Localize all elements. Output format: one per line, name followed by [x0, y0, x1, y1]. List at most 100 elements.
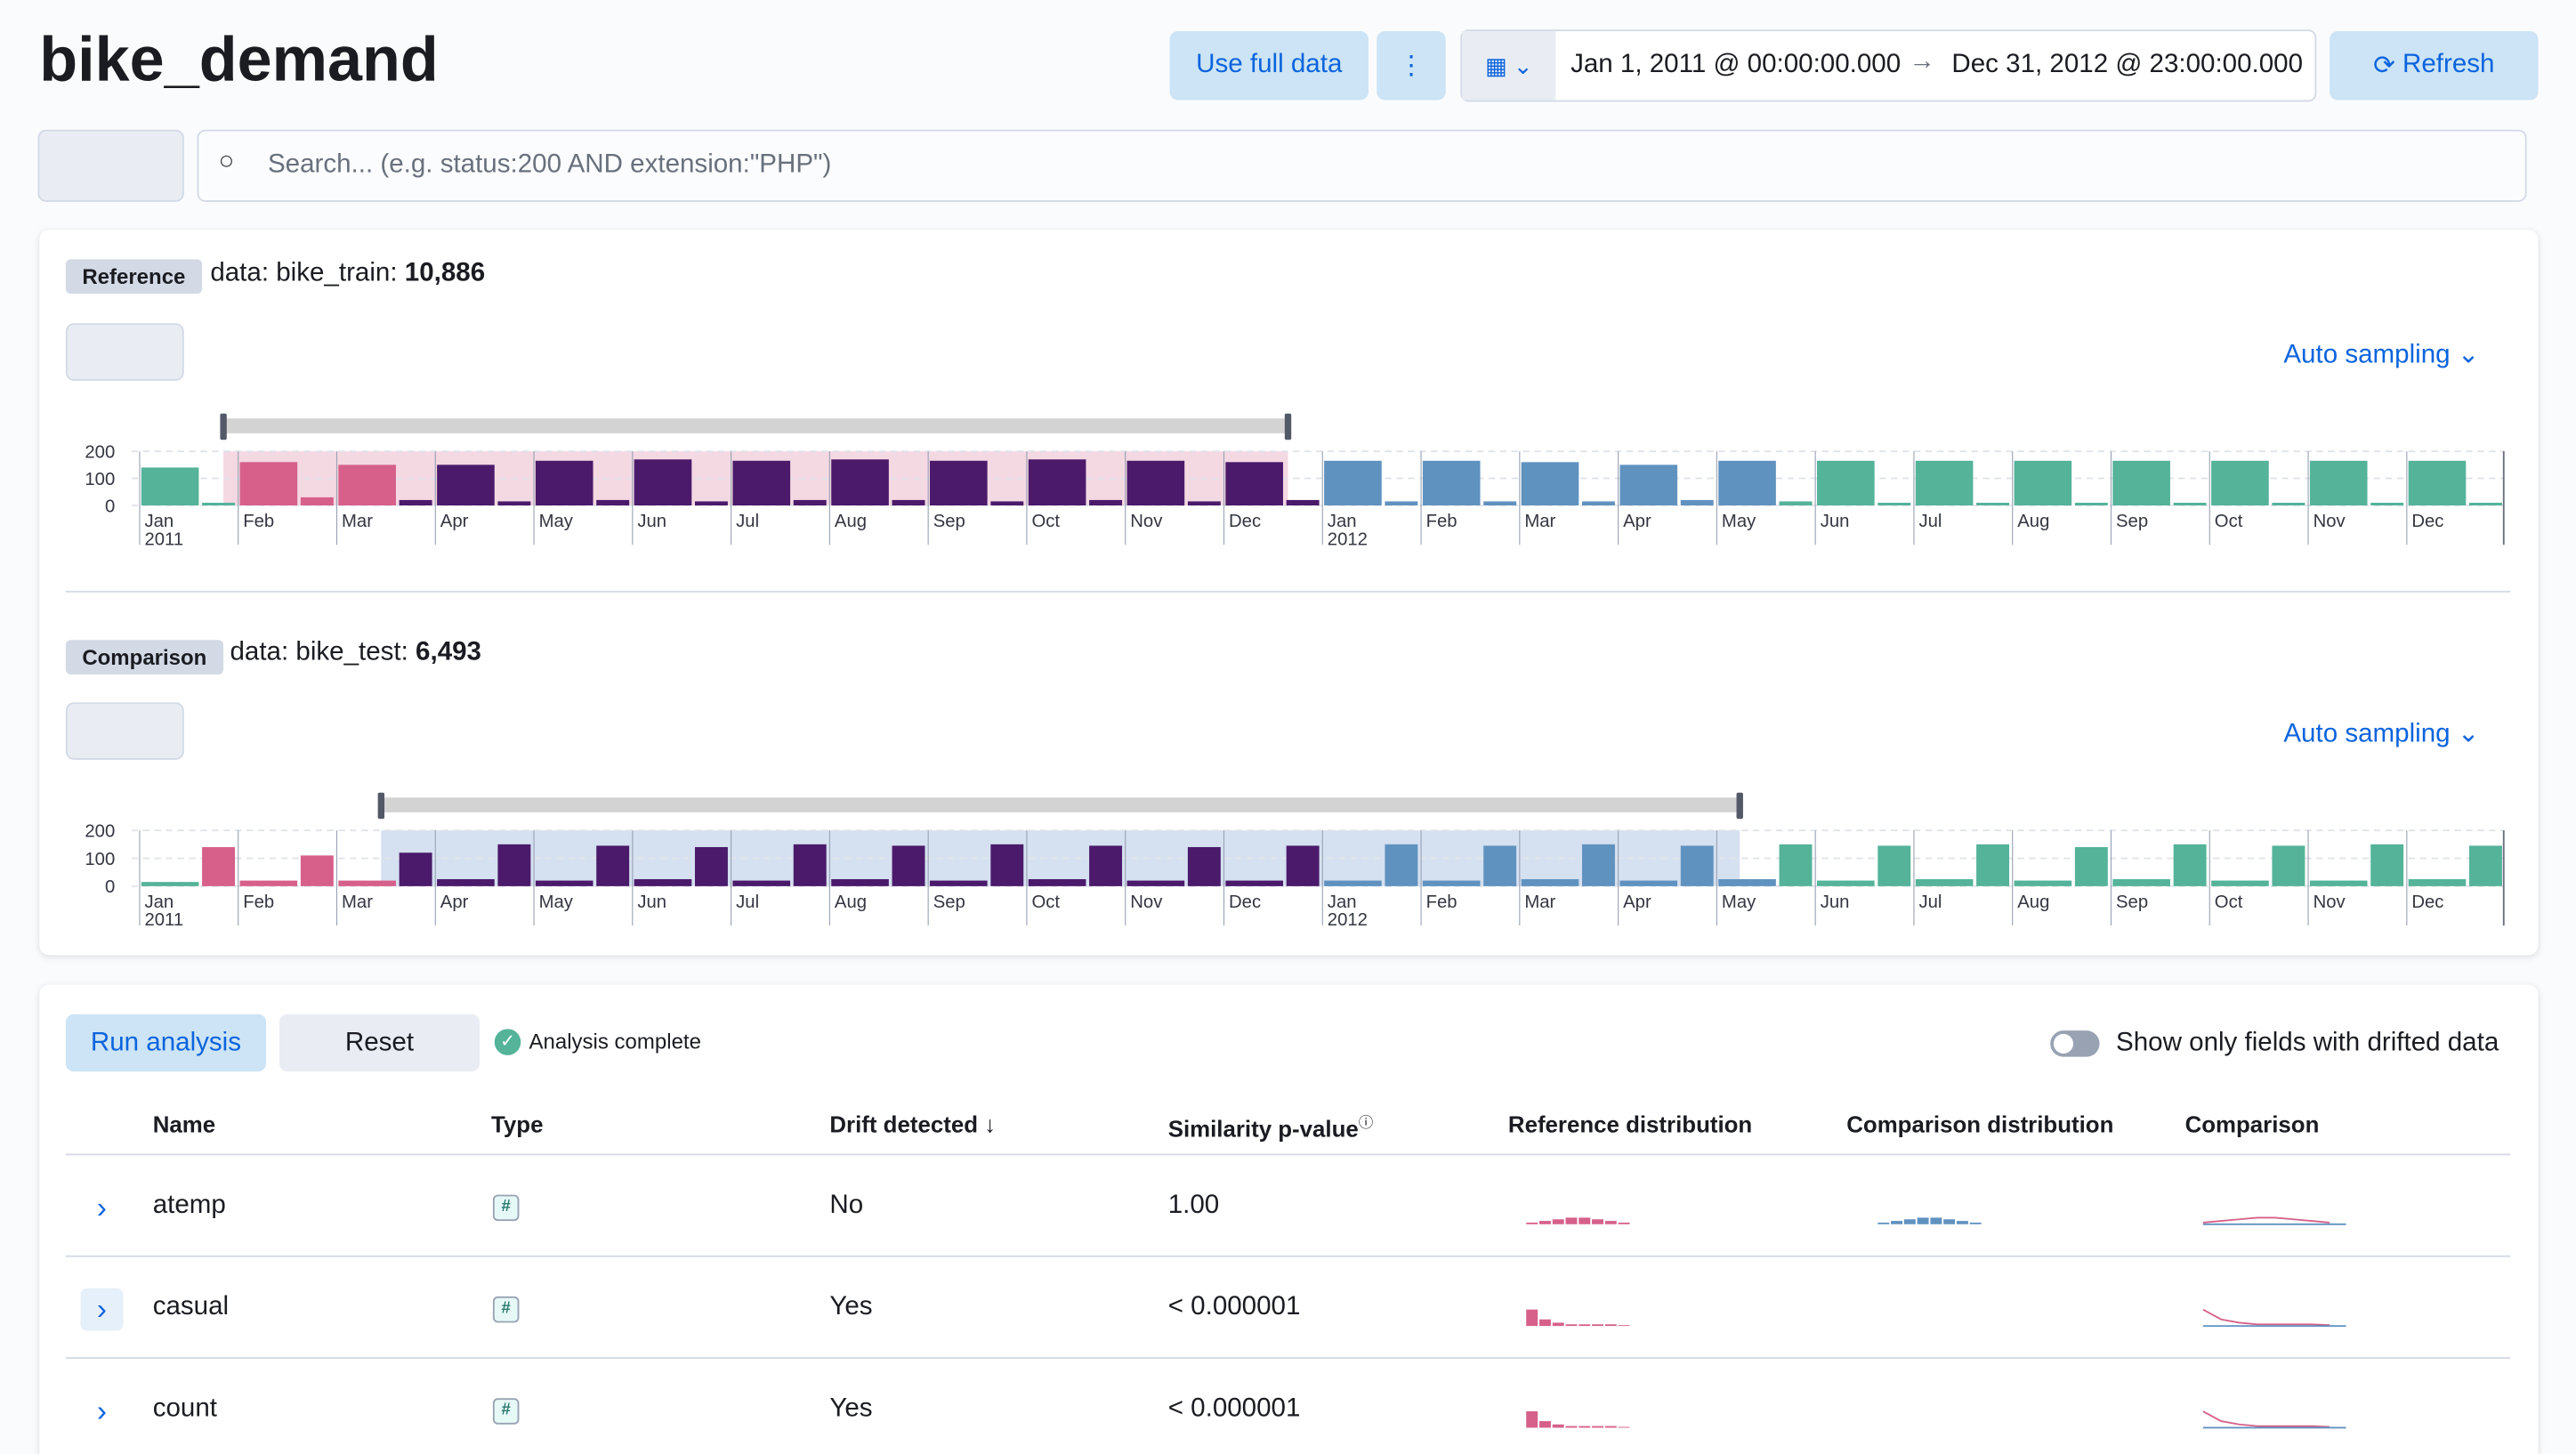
spark-bar [1592, 1426, 1603, 1428]
drift-toggle[interactable] [2050, 1030, 2100, 1057]
column-header[interactable]: Name [152, 1111, 216, 1138]
bar [732, 880, 791, 886]
bar [437, 464, 495, 506]
reset-button[interactable]: Reset [279, 1014, 480, 1072]
expand-button[interactable]: › [96, 1191, 108, 1224]
spark-bar [1592, 1324, 1603, 1327]
bar [1385, 844, 1418, 886]
bar [1779, 501, 1813, 506]
bar [1877, 845, 1911, 886]
bar [596, 845, 630, 886]
brush-handle[interactable] [1284, 413, 1292, 440]
search-bar[interactable]: ○ Search... (e.g. status:200 AND extensi… [197, 129, 2527, 202]
comparison-data: data: bike_test: [230, 638, 408, 666]
bar [634, 879, 692, 886]
date-picker: ▦ ⌄ Jan 1, 2011 @ 00:00:00.000 → Dec 31,… [1460, 29, 2317, 102]
bar [2112, 879, 2170, 886]
brush-handle[interactable] [220, 413, 227, 440]
run-analysis-button[interactable]: Run analysis [65, 1014, 267, 1072]
spark-bar [1917, 1217, 1929, 1224]
bar [1028, 459, 1086, 506]
reference-sampling[interactable]: Auto sampling ⌄ [2283, 341, 2480, 369]
date-start[interactable]: Jan 1, 2011 @ 00:00:00.000 [1571, 51, 1902, 79]
bar [1718, 879, 1776, 886]
comparison-badge: Comparison [65, 640, 223, 674]
bar [1915, 460, 1974, 506]
spark-bar [1552, 1424, 1564, 1428]
column-header[interactable]: Type [491, 1111, 544, 1138]
refresh-button[interactable]: ⟳ Refresh [2330, 31, 2539, 101]
spark-bar [1579, 1426, 1591, 1428]
column-header[interactable]: Drift detected ↓ [829, 1111, 997, 1138]
spark-bar [1877, 1222, 1890, 1224]
expand-button[interactable]: › [96, 1394, 108, 1428]
sampling-text: Auto sampling [2283, 341, 2451, 369]
bar [990, 501, 1024, 506]
y-tick-label: 200 [85, 822, 115, 842]
column-header[interactable]: Reference distribution [1507, 1111, 1753, 1138]
date-end[interactable]: Dec 31, 2012 @ 23:00:00.000 [1951, 51, 2304, 79]
spark-bar [1903, 1219, 1916, 1224]
comparison-count: 6,493 [416, 638, 481, 666]
bar [1187, 846, 1221, 886]
brush-handle[interactable] [377, 792, 385, 820]
x-tick-label: Jul [736, 893, 759, 912]
bar [2468, 502, 2502, 506]
sparklines [1526, 1410, 2346, 1429]
bar [1976, 844, 2010, 886]
bar [831, 459, 889, 506]
row-divider [65, 1153, 2511, 1156]
bar [202, 502, 236, 506]
x-tick-label: Oct [1031, 512, 1060, 531]
spark-bar [1604, 1221, 1617, 1224]
spark-bar [1618, 1426, 1630, 1428]
y-tick-label: 0 [105, 497, 115, 516]
bar [930, 880, 988, 886]
calendar-button[interactable]: ▦ ⌄ [1462, 31, 1556, 101]
bar [239, 462, 298, 506]
spark-bar [1565, 1426, 1578, 1428]
x-tick-label: Oct [2215, 512, 2243, 531]
bar [338, 464, 396, 506]
x-tick-label: Apr [1623, 512, 1651, 531]
y-tick-label: 100 [85, 470, 115, 489]
x-tick-label: Jun [637, 512, 666, 531]
x-tick-label: Apr [440, 512, 469, 531]
comparison-filter[interactable] [65, 702, 184, 760]
x-tick-label: Oct [2215, 893, 2243, 912]
row-divider [65, 1357, 2511, 1359]
reference-filter[interactable] [65, 323, 184, 381]
spark-bar [1565, 1324, 1578, 1327]
bar [1126, 460, 1185, 506]
more-button[interactable]: ⋮ [1377, 31, 1446, 101]
brush-handle[interactable] [1736, 792, 1743, 820]
bar [2211, 460, 2269, 506]
bar [1422, 880, 1481, 886]
column-header[interactable]: Comparison distribution [1846, 1111, 2114, 1138]
bar [1581, 501, 1615, 506]
x-tick-label: Sep [2116, 512, 2148, 531]
x-tick-label: Mar [342, 512, 373, 531]
bar [930, 460, 988, 506]
x-tick-label: Nov [1130, 512, 1163, 531]
bar [2370, 844, 2404, 886]
column-header[interactable]: Comparison [2184, 1111, 2320, 1138]
bar [2309, 460, 2368, 506]
bar [2370, 502, 2404, 506]
type-icon: # [492, 1194, 520, 1222]
x-tick-label: Dec [1229, 512, 1261, 531]
bar [437, 879, 495, 886]
brush-track [381, 797, 1740, 812]
expand-button[interactable]: › [80, 1288, 124, 1331]
divider [65, 590, 2511, 593]
use-full-data-button[interactable]: Use full data [1169, 31, 1369, 101]
x-tick-label: Nov [2314, 512, 2346, 531]
bar [694, 846, 728, 886]
refresh-icon: ⟳ [2373, 53, 2403, 81]
x-year-label: 2011 [144, 910, 183, 930]
x-tick-label: Mar [1524, 512, 1555, 531]
column-header[interactable]: Similarity p-valueⓘ [1167, 1114, 1374, 1142]
bar [793, 844, 827, 886]
x-year-label: 2012 [1328, 910, 1368, 930]
comparison-sampling[interactable]: Auto sampling ⌄ [2283, 720, 2480, 748]
